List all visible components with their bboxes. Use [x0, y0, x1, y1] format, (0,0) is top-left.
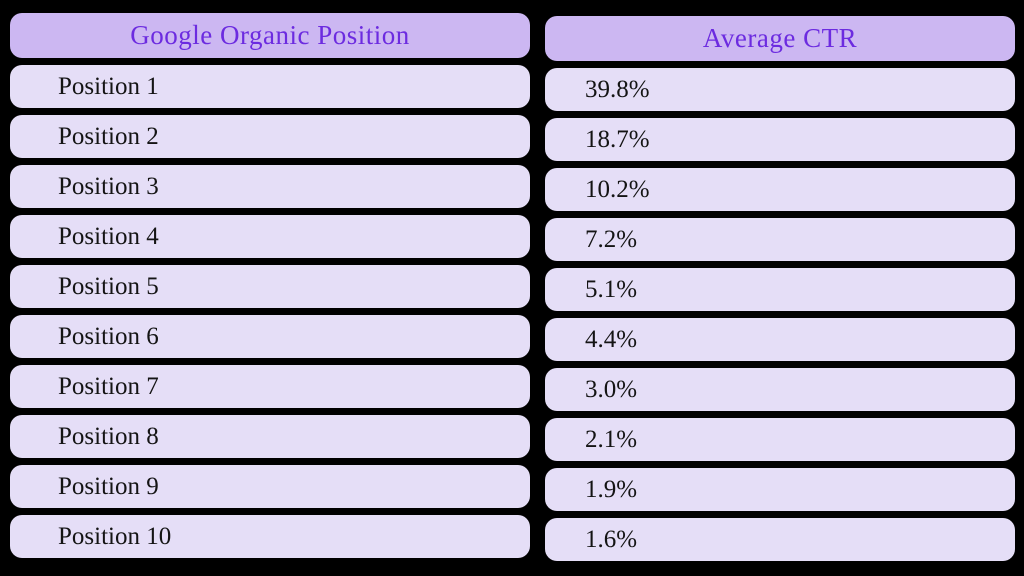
ctr-cell: 3.0%: [545, 368, 1015, 411]
position-cell: Position 9: [10, 465, 530, 508]
ctr-cell: 39.8%: [545, 68, 1015, 111]
ctr-cell: 18.7%: [545, 118, 1015, 161]
position-cell: Position 3: [10, 165, 530, 208]
ctr-rows: 39.8% 18.7% 10.2% 7.2% 5.1% 4.4% 3.0% 2.1% 1.9% 1…: [545, 68, 1015, 568]
position-rows: Position 1 Position 2 Position 3 Position 4…: [10, 65, 530, 565]
position-cell: Position 4: [10, 215, 530, 258]
ctr-cell: 4.4%: [545, 318, 1015, 361]
ctr-cell: 2.1%: [545, 418, 1015, 461]
position-cell: Position 6: [10, 315, 530, 358]
ctr-cell: 1.9%: [545, 468, 1015, 511]
column-average-ctr: Average CTR 39.8% 18.7% 10.2% 7.2% 5.1% 4.4% 3…: [545, 16, 1015, 568]
ctr-table: Google Organic Position Position 1 Positi…: [10, 13, 1015, 568]
position-cell: Position 2: [10, 115, 530, 158]
ctr-cell: 10.2%: [545, 168, 1015, 211]
position-cell: Position 7: [10, 365, 530, 408]
position-cell: Position 8: [10, 415, 530, 458]
column-header-ctr: Average CTR: [545, 16, 1015, 61]
position-cell: Position 10: [10, 515, 530, 558]
column-google-organic-position: Google Organic Position Position 1 Positi…: [10, 13, 530, 568]
ctr-cell: 1.6%: [545, 518, 1015, 561]
ctr-cell: 5.1%: [545, 268, 1015, 311]
column-header-position: Google Organic Position: [10, 13, 530, 58]
position-cell: Position 5: [10, 265, 530, 308]
ctr-cell: 7.2%: [545, 218, 1015, 261]
position-cell: Position 1: [10, 65, 530, 108]
